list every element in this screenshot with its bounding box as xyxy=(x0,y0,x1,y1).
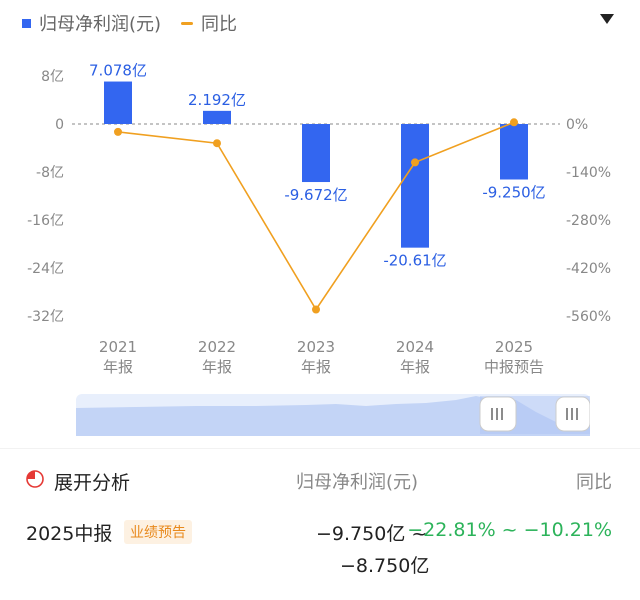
y-tick-right: -560% xyxy=(566,309,611,325)
x-tick-year: 2022 xyxy=(198,338,236,356)
x-tick-type: 中报预告 xyxy=(484,358,544,376)
bar-label: -20.61亿 xyxy=(383,252,446,270)
analysis-header: 展开分析 归母净利润(元) 同比 xyxy=(0,462,640,498)
y-tick-left: 8亿 xyxy=(41,69,64,85)
yoy-point xyxy=(312,305,320,314)
legend-item-profit[interactable]: 归母净利润(元) xyxy=(22,10,161,36)
legend-label-yoy: 同比 xyxy=(201,14,238,35)
x-tick-type: 年报 xyxy=(400,358,430,376)
column-header-profit: 归母净利润(元) xyxy=(296,472,419,493)
yoy-range: −22.81% ~ −10.21% xyxy=(407,519,612,541)
bar-label: 2.192亿 xyxy=(188,91,246,109)
y-tick-right: -140% xyxy=(566,165,611,181)
x-tick-type: 年报 xyxy=(202,358,232,376)
line-swatch xyxy=(181,21,194,25)
slider-area xyxy=(76,396,590,436)
legend-item-yoy[interactable]: 同比 xyxy=(181,10,237,36)
bar xyxy=(104,81,132,124)
x-tick-year: 2024 xyxy=(396,338,434,356)
bar-label: 7.078亿 xyxy=(89,62,147,80)
profit-chart: 8亿 0 -8亿 -16亿 -24亿 -32亿 0% -140% -280% -420% -560%… xyxy=(27,62,611,376)
x-tick-year: 2023 xyxy=(297,338,335,356)
yoy-point xyxy=(114,127,122,136)
y-tick-right: -280% xyxy=(566,213,611,229)
bar xyxy=(203,110,231,124)
bar-label: -9.672亿 xyxy=(284,186,347,204)
bar xyxy=(500,124,528,180)
forecast-row: 2025中报 业绩预告 −9.750亿 ~ −8.750亿 −22.81% ~ … xyxy=(0,515,640,595)
bar xyxy=(401,124,429,248)
y-tick-left: 0 xyxy=(55,117,64,133)
dropdown-triangle-icon[interactable] xyxy=(600,14,614,24)
x-tick-type: 年报 xyxy=(103,358,133,376)
bar-swatch xyxy=(22,18,31,28)
divider xyxy=(0,448,640,449)
bar xyxy=(302,124,330,183)
y-tick-left: -16亿 xyxy=(27,213,64,229)
x-tick-year: 2021 xyxy=(99,338,137,356)
chart-legend: 归母净利润(元) 同比 xyxy=(22,8,257,38)
slider-handle-right[interactable] xyxy=(555,396,590,432)
range-tilde: ~ xyxy=(411,523,428,545)
y-tick-right: -420% xyxy=(566,261,611,277)
range-slider[interactable] xyxy=(76,394,590,436)
yoy-point xyxy=(411,158,419,167)
y-tick-left: -8亿 xyxy=(36,165,64,181)
legend-label-profit: 归母净利润(元) xyxy=(39,14,162,35)
expand-analysis-button[interactable]: 展开分析 xyxy=(54,472,131,494)
bar-label: -9.250亿 xyxy=(482,184,545,202)
y-tick-right: 0% xyxy=(566,117,588,133)
pie-chart-icon xyxy=(26,470,44,488)
profit-low-value: −9.750亿 xyxy=(316,523,406,545)
column-header-yoy: 同比 xyxy=(576,472,612,493)
yoy-point xyxy=(510,118,518,127)
yoy-point xyxy=(213,139,221,148)
forecast-badge: 业绩预告 xyxy=(124,520,192,544)
x-tick-type: 年报 xyxy=(301,358,331,376)
profit-range-high: −8.750亿 xyxy=(340,555,430,577)
y-tick-left: -24亿 xyxy=(27,261,64,277)
slider-handle-left[interactable] xyxy=(479,396,517,432)
y-tick-left: -32亿 xyxy=(27,309,64,325)
forecast-period: 2025中报 xyxy=(26,523,113,545)
x-tick-year: 2025 xyxy=(495,338,533,356)
profit-range-low: −9.750亿 ~ xyxy=(316,519,427,546)
